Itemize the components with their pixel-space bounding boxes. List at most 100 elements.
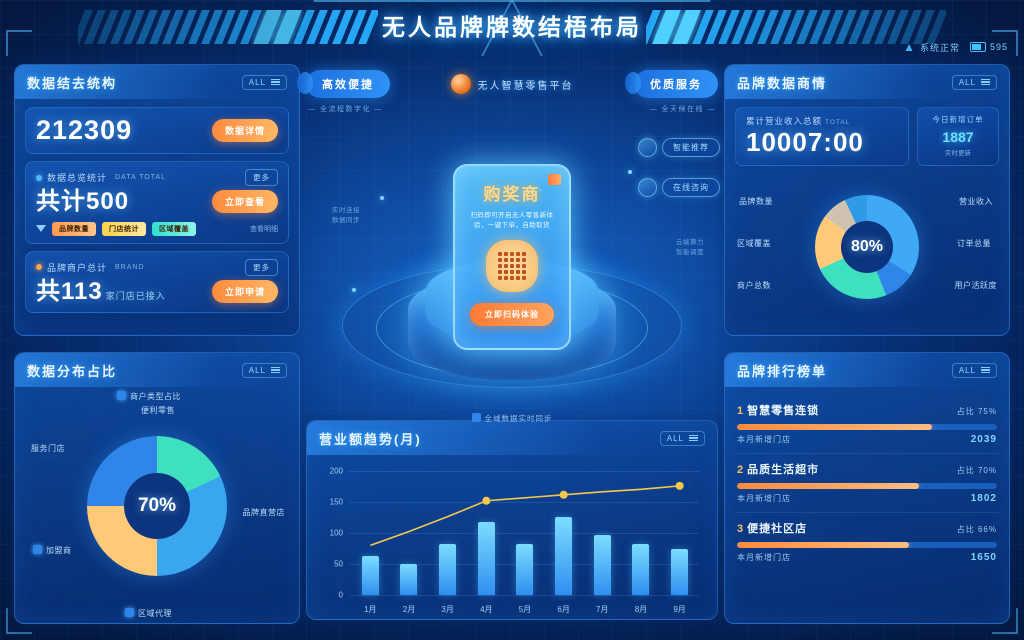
panel-body-trend: 200 150 100 50 0 1月 2月 3月 4月 5月 6月 7月 8月 9月	[307, 455, 717, 627]
progress-track	[737, 483, 997, 489]
ranking-percent: 占比 75%	[956, 407, 997, 416]
metric-card-overview[interactable]: 数据总览统计 DATA TOTAL 更多 共计500 立即查看 品牌数量 门店统…	[25, 161, 289, 244]
ranking-row[interactable]: 3 便捷社区店 占比 66% 本月新增门店 1650	[735, 513, 999, 571]
bar[interactable]	[632, 544, 650, 595]
bar[interactable]	[477, 521, 495, 595]
metric-sublabel-brand: BRAND	[115, 263, 145, 271]
panel-trend: 营业额趋势(月) ALL 200 150 100 50 0 1月 2月 3月 4月 5月 6月 7月 8…	[306, 420, 718, 620]
ranking-value: 1650	[970, 552, 997, 563]
chip-brand-count[interactable]: 品牌数量	[52, 221, 96, 236]
panel-control-label-distribution: ALL	[248, 365, 266, 375]
qr-grid	[498, 251, 526, 280]
revenue-side-sub: 实时更新	[945, 150, 971, 157]
qr-code-icon[interactable]	[486, 239, 538, 292]
line-point[interactable]	[482, 496, 491, 505]
status-item-battery[interactable]: 595	[969, 42, 1008, 52]
progress-fill	[737, 483, 919, 489]
status-item-system[interactable]: ▲ 系统正常	[903, 40, 960, 54]
line-point[interactable]	[559, 490, 568, 499]
chip-tail-label[interactable]: 查看明细	[250, 225, 278, 233]
bar[interactable]	[400, 564, 418, 595]
panel-title-trend: 营业额趋势(月)	[319, 431, 422, 447]
bar[interactable]	[516, 544, 534, 595]
metric-more-button-brand[interactable]: 更多	[245, 258, 278, 276]
float-button-consult[interactable]: 在线咨询	[638, 178, 720, 197]
y-axis-tick: 0	[338, 590, 343, 600]
panel-control-label: ALL	[248, 77, 266, 87]
chip-store-stats[interactable]: 门店统计	[102, 221, 146, 236]
donut-chart-revenue[interactable]: 80% 营业收入 订单总量 用户活跃度 商户总数 区域覆盖 品牌数量	[735, 172, 999, 322]
bar[interactable]	[361, 556, 379, 595]
menu-icon	[981, 78, 990, 86]
panel-control-revenue[interactable]: ALL	[951, 74, 997, 90]
bar[interactable]	[439, 544, 457, 595]
metric-card-total[interactable]: 212309 数据详情	[25, 107, 289, 155]
panel-data-structure: 数据结去统构 ALL 212309 数据详情 数据总览统计 DATA TOTAL…	[14, 64, 300, 336]
metric-card-brand[interactable]: 品牌商户总计 BRAND 更多 共113 家门店已接入 立即申请	[25, 250, 289, 314]
revenue-side-card[interactable]: 今日新增订单 1887 实时更新	[917, 107, 999, 166]
revenue-total-card: 累计营业收入总额 TOTAL 10007:00	[735, 107, 909, 166]
ranking-value: 1802	[970, 493, 997, 504]
x-axis-tick: 5月	[518, 605, 532, 614]
phone-card-cta-button[interactable]: 立即扫码体验	[470, 302, 554, 326]
donut-label: 区域代理	[125, 608, 172, 619]
donut-label: 品牌数量	[739, 197, 773, 206]
spark-dot-icon	[628, 170, 632, 174]
metric-more-button-overview[interactable]: 更多	[245, 169, 278, 187]
panel-control-label-revenue: ALL	[958, 77, 976, 87]
ranking-row[interactable]: 2 品质生活超市 占比 70% 本月新增门店 1802	[735, 454, 999, 513]
x-axis-tick: 3月	[441, 605, 454, 614]
revenue-value: 10007:00	[746, 127, 864, 157]
line-point[interactable]	[675, 481, 684, 490]
panel-distribution: 数据分布占比 ALL 70% 便利零售 品牌直营店 加盟商 服务门店 商户类型占比 区域代理	[14, 352, 300, 624]
revenue-label-en: TOTAL	[825, 119, 851, 126]
tab-platform[interactable]: 无人智慧零售平台	[450, 74, 574, 94]
center-hologram: 高效便捷 无人智慧零售平台 优质服务 — 全流程数字化 — — 全天候在线 — …	[297, 60, 720, 423]
grid-line	[349, 502, 699, 503]
panel-revenue: 品牌数据商情 ALL 累计营业收入总额 TOTAL 10007:00 今日新增订单…	[724, 64, 1010, 336]
panel-control-ranking[interactable]: ALL	[951, 362, 997, 378]
center-bottom-tag-label: 全域数据实时同步	[484, 414, 553, 423]
metric-sublabel-overview: DATA TOTAL	[115, 174, 166, 182]
panel-body-structure: 212309 数据详情 数据总览统计 DATA TOTAL 更多 共计500 立…	[15, 99, 299, 330]
bar[interactable]	[671, 549, 689, 595]
page-title: 无人品牌牌数结梧布局	[382, 14, 642, 40]
revenue-label: 累计营业收入总额 TOTAL	[746, 115, 898, 127]
panel-control-distribution[interactable]: ALL	[241, 362, 287, 378]
revenue-side-value: 1887	[942, 129, 974, 145]
tab-quality-service[interactable]: 优质服务	[625, 70, 718, 98]
metric-label-text-brand: 品牌商户总计	[47, 262, 108, 273]
line-series	[351, 481, 684, 595]
app-header: 无人品牌牌数结梧布局	[0, 0, 1024, 58]
chip-region-coverage[interactable]: 区域覆盖	[152, 221, 196, 236]
hologram-stage: 购奖商 扫码即可开启无人零售新体验，一键下单，自助取货 立即扫码体验	[342, 164, 682, 406]
ranking-sublabel: 本月新增门店	[737, 435, 791, 444]
battery-icon	[969, 42, 986, 52]
bar[interactable]	[555, 516, 573, 595]
float-button-recommend-label: 智能推荐	[662, 138, 720, 157]
metric-value-total: 212309	[36, 115, 133, 145]
panel-control-trend[interactable]: ALL	[659, 430, 705, 446]
donut-chart-distribution[interactable]: 70% 便利零售 品牌直营店 加盟商 服务门店 商户类型占比 区域代理	[25, 392, 289, 619]
panel-title-distribution: 数据分布占比	[27, 363, 118, 379]
float-button-recommend[interactable]: 智能推荐	[638, 138, 720, 157]
metric-label-text-overview: 数据总览统计	[47, 173, 108, 184]
panel-header-distribution: 数据分布占比 ALL	[15, 353, 299, 387]
progress-track	[737, 542, 997, 548]
ranking-sublabel: 本月新增门店	[737, 494, 791, 503]
bar[interactable]	[593, 534, 611, 595]
metric-chip-row: 品牌数量 门店统计 区域覆盖 查看明细	[36, 221, 278, 236]
status-bar: ▲ 系统正常 595	[903, 40, 1008, 54]
metric-button-brand[interactable]: 立即申请	[211, 279, 278, 303]
metric-button-overview[interactable]: 立即查看	[211, 190, 278, 214]
panel-control-structure[interactable]: ALL	[241, 74, 287, 90]
bar-line-chart[interactable]: 200 150 100 50 0 1月 2月 3月 4月 5月 6月 7月 8月 9月	[317, 465, 707, 617]
platform-badge-icon	[450, 74, 471, 94]
ranking-row[interactable]: 1 智慧零售连锁 占比 75% 本月新增门店 2039	[735, 395, 999, 454]
panel-control-label-ranking: ALL	[958, 365, 976, 375]
x-axis-tick: 1月	[364, 605, 377, 614]
metric-button-total[interactable]: 数据详情	[211, 119, 278, 143]
tab-efficient[interactable]: 高效便捷	[297, 70, 390, 98]
hologram-phone-card[interactable]: 购奖商 扫码即可开启无人零售新体验，一键下单，自助取货 立即扫码体验	[453, 164, 571, 350]
donut-label: 服务门店	[31, 444, 65, 453]
